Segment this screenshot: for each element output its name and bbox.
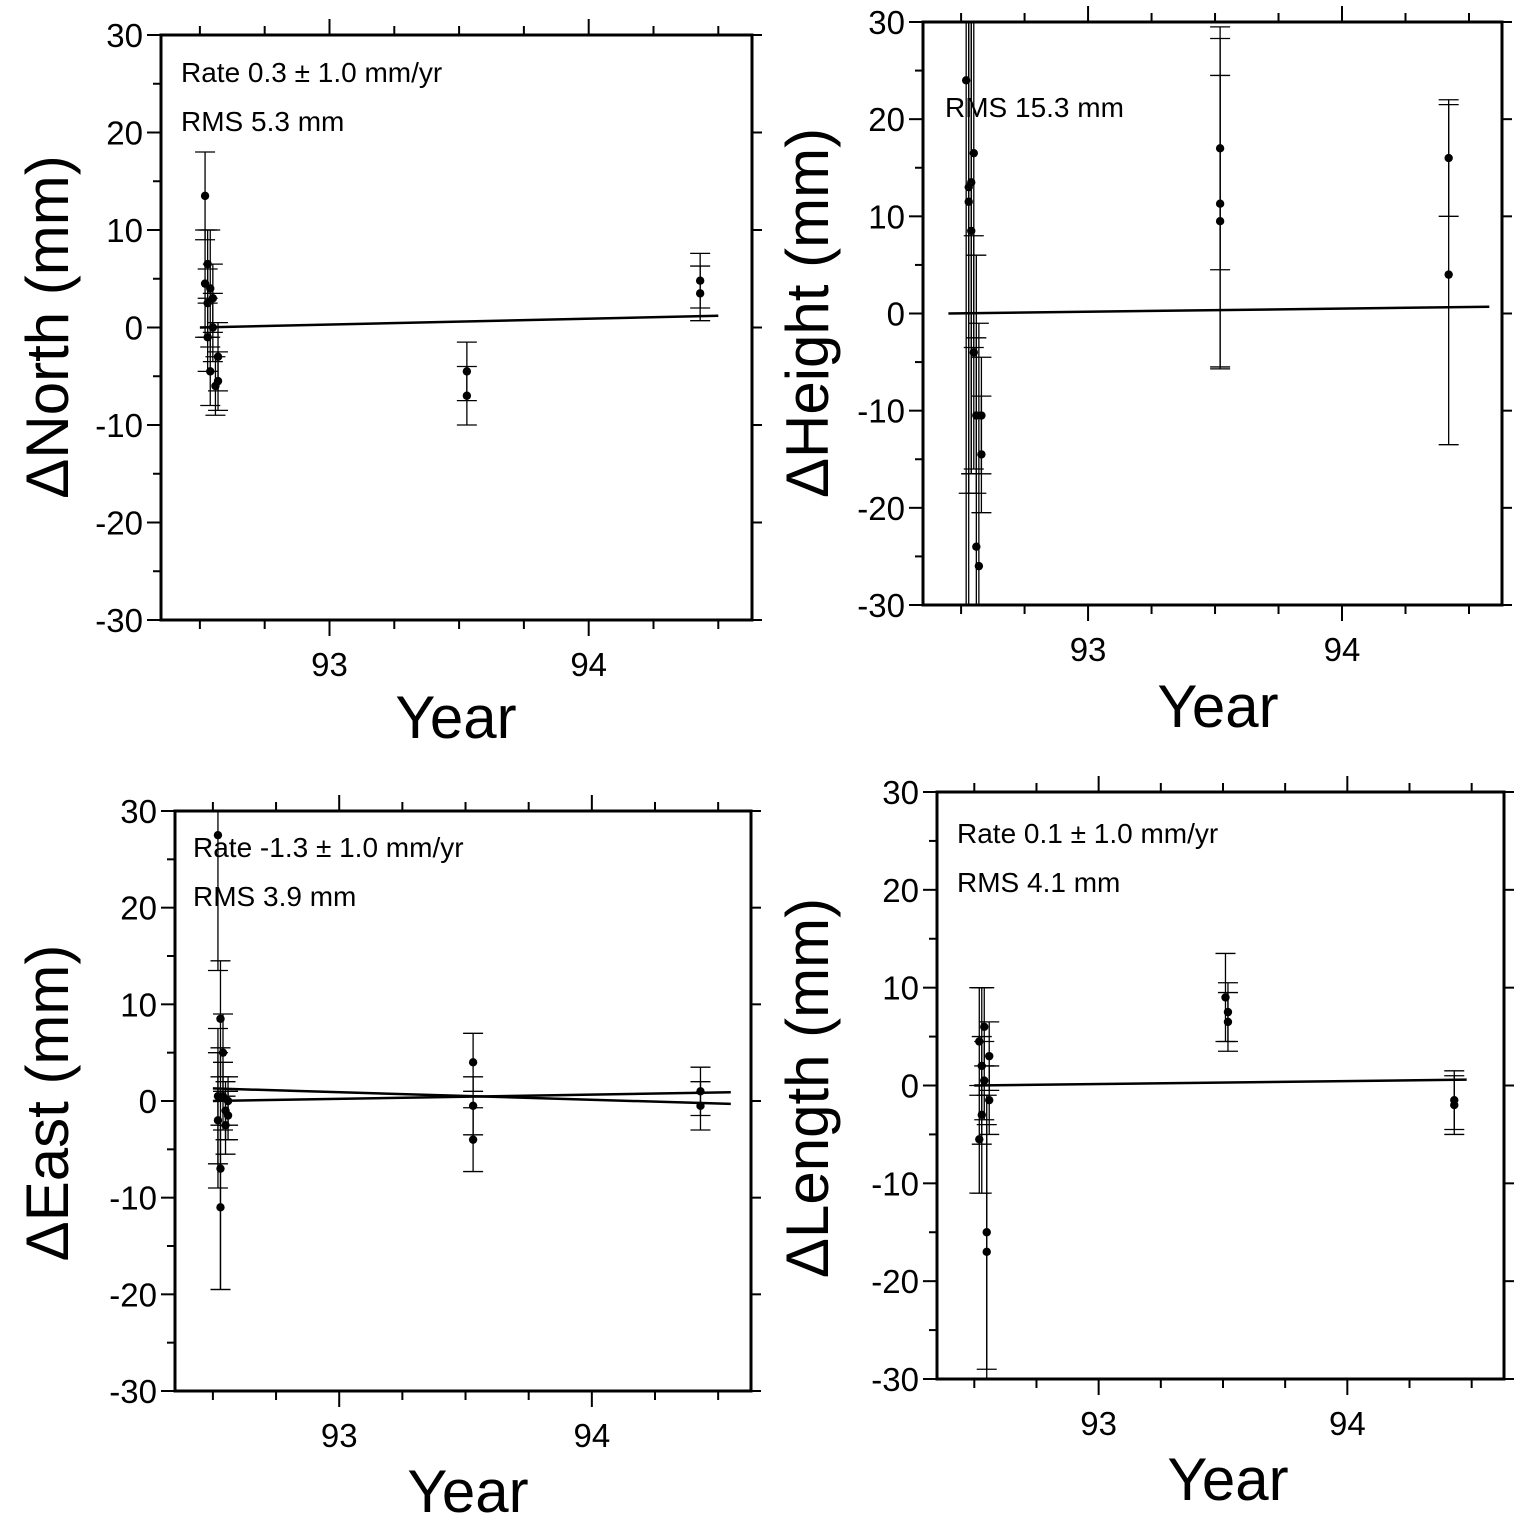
east-y-tick-label: -10 [109,1180,157,1217]
north-x-tick-label: 94 [570,646,607,683]
length-y-tick-label: -30 [871,1361,919,1398]
length-y-tick-label: 30 [882,774,919,811]
height-data-point [1444,270,1453,279]
length-y-tick-label: 20 [882,872,919,909]
length-data-point [980,1022,989,1031]
east-data-point [696,1101,705,1111]
height-data-point [969,148,978,158]
north-y-tick-label: 20 [106,115,143,152]
height-rms-annotation: RMS 15.3 mm [945,92,1124,123]
length-y-axis-label: ΔLength (mm) [774,898,841,1278]
length-x-tick-label: 94 [1329,1405,1366,1442]
height-y-tick-label: -30 [857,587,905,624]
east-fit-line [212,1091,731,1103]
east-y-tick-label: -30 [109,1373,157,1410]
north-y-tick-label: -10 [95,407,143,444]
height-y-tick-label: -10 [857,393,905,430]
east-y-tick-label: 10 [120,986,157,1023]
north-panel: 30 20 10 0 -10 -20 -30 93 94 Rate 0.3 ± 1.0 mm/y… [14,17,762,751]
east-x-tick-label: 93 [321,1417,358,1454]
length-data-point [1450,1100,1459,1110]
north-data-point [213,376,223,386]
east-y-tick-label: -20 [109,1276,157,1313]
east-x-tick-label: 94 [573,1417,610,1454]
height-panel: 30 20 10 0 -10 -20 -30 93 94 RMS 15.3 mm ΔHeight… [774,4,1512,740]
height-x-axis-label: Year [1157,673,1278,740]
height-data-point [977,450,986,459]
north-x-tick-label: 93 [311,646,348,683]
east-panel: 30 20 10 0 -10 -20 -30 93 94 Rate -1.3 ± 1.0 mm/… [14,793,761,1521]
east-x-axis-label: Year [407,1458,528,1521]
north-data-point [695,289,705,298]
length-y-tick-label: 0 [901,1068,919,1105]
north-y-tick-label: 10 [106,212,143,249]
east-data-point [216,1203,225,1212]
length-data-point [1223,1017,1233,1027]
length-data-point [985,1051,994,1061]
length-y-tick-label: -10 [871,1165,919,1202]
north-data-point [208,323,218,332]
length-data-point [982,1247,991,1257]
east-rate-annotation: Rate -1.3 ± 1.0 mm/yr [193,832,464,863]
east-y-tick-label: 0 [139,1083,157,1120]
north-fit-line [199,314,719,329]
height-fit-line [948,305,1490,315]
north-data-point [462,391,472,400]
north-y-tick-label: -30 [95,602,143,639]
height-y-tick-label: -20 [857,490,905,527]
length-x-tick-label: 93 [1080,1405,1117,1442]
east-y-axis-label: ΔEast (mm) [14,945,81,1262]
length-fit-line [974,1078,1467,1087]
north-rms-annotation: RMS 5.3 mm [181,106,344,137]
height-y-tick-label: 30 [868,4,905,41]
length-rate-annotation: Rate 0.1 ± 1.0 mm/yr [957,818,1218,849]
east-data-point [468,1058,478,1067]
east-data-point [213,830,223,840]
east-y-tick-label: 20 [120,890,157,927]
length-rms-annotation: RMS 4.1 mm [957,867,1120,898]
north-rate-annotation: Rate 0.3 ± 1.0 mm/yr [181,57,442,88]
length-data-point [980,1076,989,1085]
north-x-axis-label: Year [395,684,516,751]
east-data-point [468,1135,478,1144]
length-x-axis-label: Year [1167,1446,1288,1513]
height-data-point [1215,216,1225,226]
east-data-point [218,1048,228,1057]
height-y-tick-label: 20 [868,101,905,138]
length-data-point [985,1095,994,1105]
east-y-tick-label: 30 [120,793,157,830]
north-y-axis-label: ΔNorth (mm) [14,155,81,498]
length-y-tick-label: 10 [882,970,919,1007]
height-x-tick-label: 93 [1070,631,1107,668]
east-data-point [223,1111,233,1120]
height-y-tick-label: 10 [868,198,905,235]
height-data-point [974,561,984,571]
east-rms-annotation: RMS 3.9 mm [193,881,356,912]
height-y-axis-label: ΔHeight (mm) [774,128,841,498]
north-y-tick-label: 0 [125,310,143,347]
north-y-tick-label: -20 [95,505,143,542]
height-y-tick-label: 0 [887,296,905,333]
length-y-tick-label: -20 [871,1263,919,1300]
height-x-tick-label: 94 [1324,631,1361,668]
north-y-tick-label: 30 [106,17,143,54]
north-data-point [200,191,210,201]
length-panel: 30 20 10 0 -10 -20 -30 93 94 Rate 0.1 ± 1.0 mm/y… [774,774,1514,1513]
north-data-point [206,367,215,376]
